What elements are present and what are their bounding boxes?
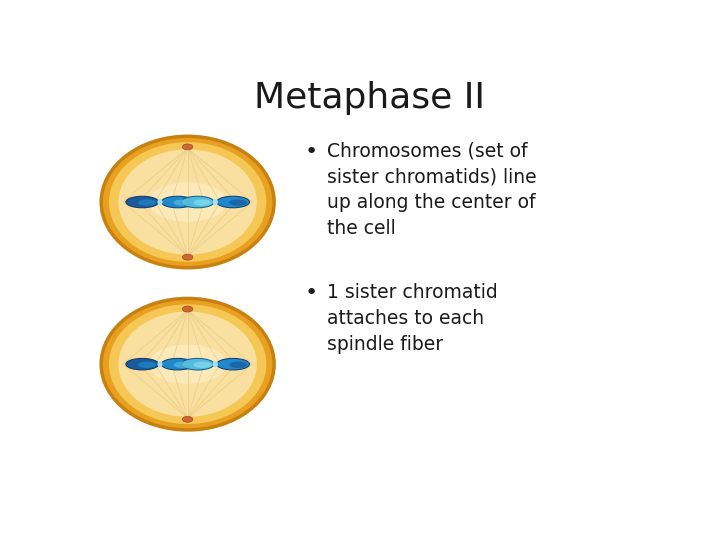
Ellipse shape	[101, 299, 274, 430]
Ellipse shape	[182, 416, 193, 422]
Ellipse shape	[194, 362, 212, 368]
Text: 1 sister chromatid
attaches to each
spindle fiber: 1 sister chromatid attaches to each spin…	[327, 283, 498, 354]
Ellipse shape	[229, 362, 247, 368]
Ellipse shape	[194, 199, 212, 206]
Ellipse shape	[158, 361, 163, 367]
Ellipse shape	[229, 199, 247, 206]
Ellipse shape	[109, 305, 266, 424]
Ellipse shape	[182, 254, 193, 260]
Ellipse shape	[161, 196, 194, 208]
Text: •: •	[305, 141, 318, 161]
Ellipse shape	[174, 362, 192, 368]
Ellipse shape	[149, 183, 227, 222]
Ellipse shape	[181, 359, 214, 370]
Ellipse shape	[149, 345, 227, 384]
Ellipse shape	[161, 359, 194, 370]
Ellipse shape	[109, 142, 266, 262]
Text: Chromosomes (set of
sister chromatids) line
up along the center of
the cell: Chromosomes (set of sister chromatids) l…	[327, 141, 537, 238]
Ellipse shape	[182, 306, 193, 312]
Ellipse shape	[126, 359, 158, 370]
Ellipse shape	[138, 199, 156, 206]
Ellipse shape	[181, 196, 214, 208]
Ellipse shape	[119, 312, 257, 417]
Ellipse shape	[138, 362, 156, 368]
Ellipse shape	[101, 136, 274, 268]
Ellipse shape	[119, 150, 257, 254]
Ellipse shape	[174, 199, 192, 206]
Ellipse shape	[217, 196, 250, 208]
Ellipse shape	[126, 196, 158, 208]
Ellipse shape	[217, 359, 250, 370]
Ellipse shape	[158, 199, 163, 205]
Text: •: •	[305, 283, 318, 303]
Text: Metaphase II: Metaphase II	[253, 82, 485, 116]
Ellipse shape	[182, 144, 193, 150]
Ellipse shape	[212, 361, 218, 367]
Ellipse shape	[212, 199, 218, 205]
